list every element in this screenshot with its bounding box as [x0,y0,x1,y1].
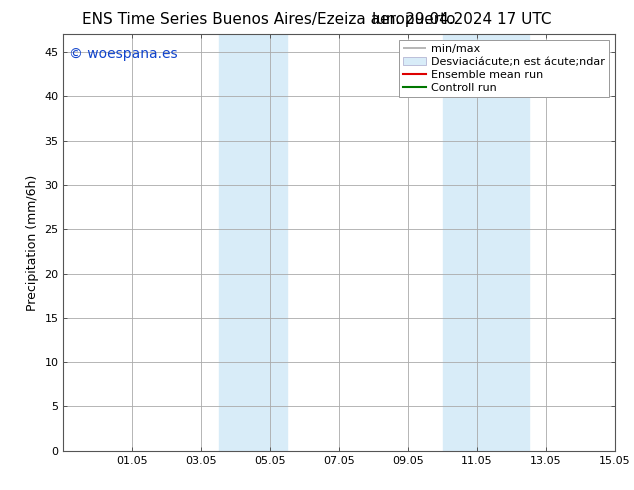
Legend: min/max, Desviaciácute;n est ácute;ndar, Ensemble mean run, Controll run: min/max, Desviaciácute;n est ácute;ndar,… [399,40,609,97]
Text: ENS Time Series Buenos Aires/Ezeiza aeropuerto: ENS Time Series Buenos Aires/Ezeiza aero… [82,12,456,27]
Bar [253,34,287,451]
Bar [219,34,253,451]
Bar [477,34,529,451]
Text: lun. 29.04.2024 17 UTC: lun. 29.04.2024 17 UTC [372,12,552,27]
Bar [443,34,477,451]
Text: © woespana.es: © woespana.es [69,47,178,61]
Y-axis label: Precipitation (mm/6h): Precipitation (mm/6h) [26,174,39,311]
